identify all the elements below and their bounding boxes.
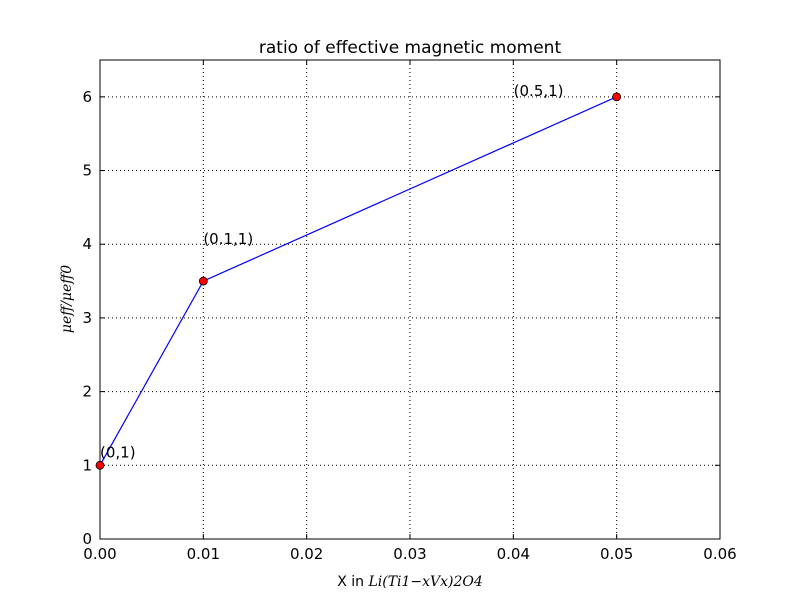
y-tick-label: 6 — [82, 88, 92, 106]
y-tick-label: 3 — [82, 309, 92, 327]
x-tick-label: 0.06 — [703, 545, 736, 563]
y-tick-label: 5 — [82, 162, 92, 180]
y-tick-labels: 0 1 2 3 4 5 6 — [82, 88, 92, 548]
x-axis-label: X in Li(Ti1−xVx)2O4 — [337, 574, 483, 590]
data-point — [95, 460, 105, 470]
data-annotations: (0,1) (0.1,1) (0.5,1) — [100, 82, 564, 461]
x-axis-label-prefix: X in — [337, 574, 368, 590]
point-annotation: (0,1) — [100, 443, 136, 461]
y-axis-label: μeff/μeff0 — [59, 265, 75, 333]
y-tick-label: 2 — [82, 383, 92, 401]
data-markers — [95, 92, 622, 470]
x-tick-label: 0.01 — [187, 545, 220, 563]
y-tick-label: 4 — [82, 235, 92, 253]
x-tick-label: 0.04 — [497, 545, 530, 563]
x-tick-label: 0.03 — [393, 545, 426, 563]
axis-ticks — [99, 60, 721, 540]
data-point — [612, 92, 622, 102]
chart-title: ratio of effective magnetic moment — [259, 38, 562, 58]
y-tick-label: 0 — [82, 530, 92, 548]
x-tick-label: 0.05 — [600, 545, 633, 563]
point-annotation: (0.5,1) — [514, 82, 564, 100]
data-point — [198, 276, 208, 286]
y-tick-label: 1 — [82, 456, 92, 474]
x-tick-label: 0.00 — [83, 545, 116, 563]
point-annotation: (0.1,1) — [203, 230, 253, 248]
x-axis-label-formula: Li(Ti1−xVx)2O4 — [367, 574, 482, 590]
x-tick-labels: 0.00 0.01 0.02 0.03 0.04 0.05 0.06 — [83, 545, 736, 563]
x-tick-label: 0.02 — [290, 545, 323, 563]
